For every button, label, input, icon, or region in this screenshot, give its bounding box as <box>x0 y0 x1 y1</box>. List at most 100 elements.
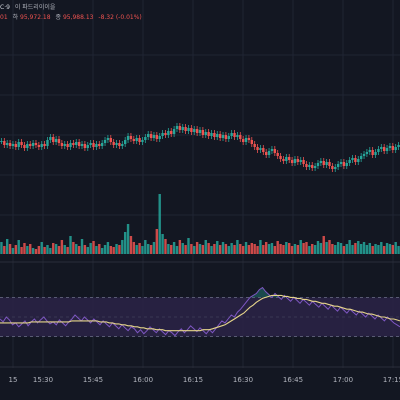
candle-body <box>342 162 346 166</box>
rsi-line <box>0 286 400 337</box>
candle-body <box>193 129 196 132</box>
candle-body <box>308 165 311 167</box>
volume-bar <box>377 245 380 254</box>
volume-bar <box>129 236 133 254</box>
candle-body <box>98 144 101 146</box>
candle-body <box>54 139 58 142</box>
volume-bar <box>313 245 317 254</box>
volume-bar <box>3 246 6 254</box>
candle-body <box>20 142 23 145</box>
candle-body <box>391 146 395 150</box>
candle-body <box>241 139 245 142</box>
volume-bar <box>149 245 153 254</box>
volume-bar <box>75 244 78 254</box>
candle-body <box>14 144 18 147</box>
candle-body <box>313 166 317 168</box>
volume-bar <box>43 247 46 254</box>
candle-body <box>236 135 239 137</box>
candle-body <box>132 139 136 141</box>
time-tick-label: 17:00 <box>332 376 354 384</box>
candle-body <box>285 157 288 161</box>
volume-bar <box>357 241 360 254</box>
change-text: -8.32 (-0.01%) <box>98 14 142 21</box>
candle-body <box>149 134 153 138</box>
volume-bar <box>14 245 18 254</box>
volume-bar <box>233 245 236 254</box>
volume-bar <box>299 240 302 254</box>
candle-body <box>224 135 228 139</box>
candle-body <box>109 138 112 142</box>
candle-body <box>195 129 199 133</box>
candle-body <box>100 143 104 146</box>
candle-body <box>331 166 334 169</box>
candle-body <box>37 145 41 147</box>
candle-body <box>259 148 262 150</box>
volume-bar <box>57 246 61 254</box>
volume-bar <box>11 248 15 254</box>
volume-bar <box>276 241 279 254</box>
candle-body <box>69 143 72 147</box>
candle-body <box>43 144 46 146</box>
candle-body <box>89 143 92 145</box>
volume-bar <box>316 241 320 254</box>
candle-body <box>354 158 357 162</box>
time-tick-label: 15:30 <box>32 376 54 384</box>
candle-body <box>264 152 268 155</box>
volume-bar <box>132 242 136 254</box>
candle-body <box>172 129 176 134</box>
volume-bar <box>221 242 225 254</box>
legend-header: C·9 이 파드리이이을 <box>0 0 400 16</box>
volume-bar <box>49 248 52 254</box>
volume-bar <box>362 242 366 254</box>
candle-body <box>357 159 360 162</box>
candle-body <box>103 140 107 143</box>
candle-body <box>23 145 26 148</box>
time-tick-label: 16:45 <box>282 376 304 384</box>
volume-bar <box>40 242 43 254</box>
time-tick-label: 17:15 <box>382 376 400 384</box>
volume-bar <box>308 246 311 254</box>
candle-body <box>123 140 127 144</box>
time-axis[interactable]: 15 15:30 15:45 16:00 16:15 16:30 16:45 17:00 17:… <box>0 368 400 400</box>
volume-bar <box>311 244 314 254</box>
time-tick-label: 16:30 <box>232 376 254 384</box>
volume-bar <box>198 244 202 254</box>
candle-body <box>218 134 222 138</box>
candle-body <box>270 149 274 151</box>
time-tick-label: 15:45 <box>82 376 104 384</box>
volume-bar <box>29 244 32 254</box>
candle-body <box>322 161 325 165</box>
volume-bar <box>273 246 277 254</box>
candle-body <box>190 128 193 132</box>
volume-bar <box>161 234 164 254</box>
volume-bar <box>262 245 265 254</box>
chart-canvas[interactable] <box>0 0 400 368</box>
volume-bar <box>172 242 176 254</box>
symbol-suffix: C·9 <box>0 4 10 11</box>
volume-bar <box>354 243 357 254</box>
candle-body <box>75 142 78 145</box>
candle-body <box>290 160 294 163</box>
candle-body <box>262 148 265 152</box>
candle-body <box>348 160 351 163</box>
candle-body <box>296 159 300 162</box>
candle-body <box>377 149 380 152</box>
candle-body <box>141 140 144 142</box>
volume-bar <box>336 242 340 254</box>
volume-bar <box>368 243 371 254</box>
volume-bar <box>282 245 285 254</box>
candle-body <box>49 137 52 140</box>
volume-bar <box>351 245 354 254</box>
volume-bar <box>31 248 35 254</box>
volume-bar <box>141 246 144 254</box>
candle-body <box>351 158 354 160</box>
volume-bar <box>83 245 87 254</box>
volume-bar <box>339 243 343 254</box>
volume-bar <box>325 242 328 254</box>
volume-bar <box>388 244 392 254</box>
volume-bar <box>118 245 121 254</box>
volume-bar <box>345 244 348 254</box>
candle-body <box>385 148 389 151</box>
volume-bar <box>279 244 282 254</box>
